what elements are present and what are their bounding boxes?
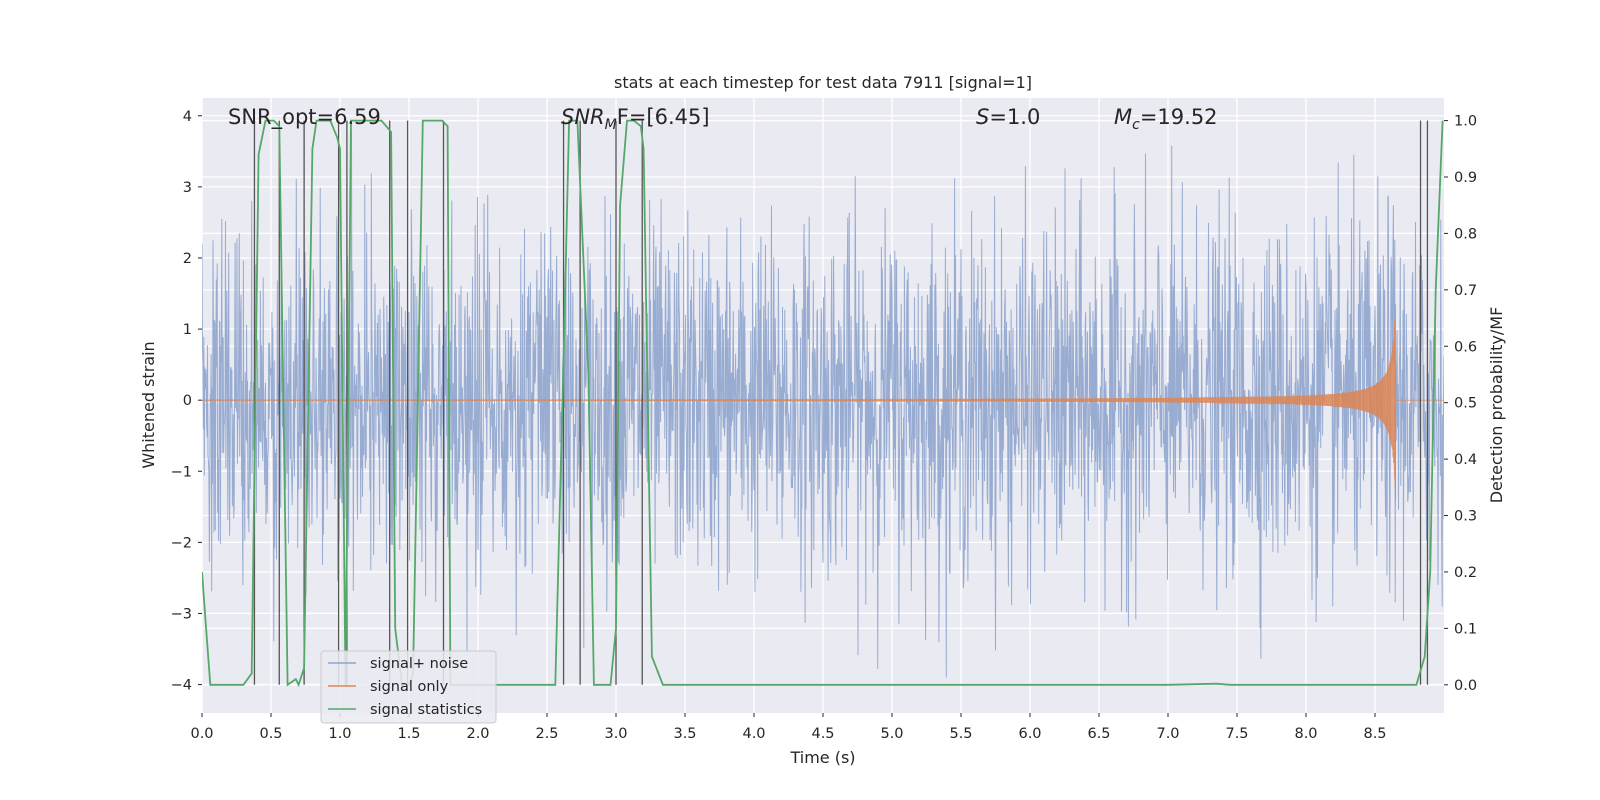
series-signal-only [202, 304, 1444, 501]
x-tick-label: 5.0 [880, 726, 903, 742]
y-tick-label: 2 [183, 251, 192, 267]
annotation-snr-mf-rest: F=[6.45] [617, 105, 710, 129]
y-axis-label: Whitened strain [139, 341, 158, 468]
y2-tick-label: 0.6 [1454, 339, 1477, 355]
line-signal-noise [202, 129, 1444, 678]
y-tick-label: 1 [183, 322, 192, 338]
x-axis-label: Time (s) [789, 748, 855, 767]
y2-tick-label: 0.8 [1454, 226, 1477, 242]
x-axis-ticks: 0.0 0.5 1.0 1.5 2.0 2.5 3.0 3.5 4.0 4.5 5.0 5.5 6.0 6… [190, 713, 1387, 742]
y2-axis-label: Detection probability/MF [1487, 307, 1506, 504]
annotation-snr-mf: SNRMF=[6.45] [561, 105, 710, 133]
y2-tick-label: 1.0 [1454, 114, 1477, 130]
x-tick-label: 8.5 [1363, 726, 1386, 742]
y-tick-label: 3 [183, 180, 192, 196]
line-signal-only [202, 304, 1444, 501]
x-tick-label: 6.0 [1018, 726, 1041, 742]
legend-label-signal-statistics: signal statistics [370, 702, 482, 718]
y-tick-label: 0 [183, 393, 192, 409]
y2-tick-label: 0.3 [1454, 509, 1477, 525]
y2-tick-label: 0.0 [1454, 678, 1477, 694]
annotation-snr-mf-sub: M [605, 117, 617, 133]
x-tick-label: 0.5 [259, 726, 282, 742]
annotation-mc-symbol: M [1114, 105, 1132, 129]
y2-axis-ticks: 0.0 0.1 0.2 0.3 0.4 0.5 0.6 0.7 0.8 0.9 1.0 [1444, 114, 1477, 694]
y2-tick-label: 0.2 [1454, 565, 1477, 581]
x-tick-label: 4.0 [742, 726, 765, 742]
legend-box [320, 650, 497, 724]
y2-tick-label: 0.5 [1454, 396, 1477, 412]
x-tick-label: 3.0 [604, 726, 627, 742]
y-tick-label: 4 [183, 109, 192, 125]
x-tick-label: 2.0 [466, 726, 489, 742]
y2-tick-label: 0.9 [1454, 170, 1477, 186]
annotation-s: S=1.0 [976, 105, 1040, 129]
x-tick-label: 8.0 [1294, 726, 1317, 742]
x-tick-label: 1.0 [328, 726, 351, 742]
x-tick-label: 7.0 [1156, 726, 1179, 742]
y-tick-label: −2 [171, 535, 192, 551]
annotation-snr-mf-symbol: SNR [561, 105, 605, 129]
annotation-s-rest: =1.0 [989, 105, 1040, 129]
annotation-snr-opt: SNR_opt=6.59 [228, 105, 381, 130]
annotation-s-symbol: S [976, 105, 989, 129]
x-tick-label: 1.5 [397, 726, 420, 742]
y-tick-label: −3 [171, 606, 192, 622]
legend: signal+ noise signal only signal statist… [320, 650, 497, 724]
series-signal-noise [202, 129, 1444, 678]
x-tick-label: 6.5 [1087, 726, 1110, 742]
y-tick-label: −4 [171, 678, 192, 694]
y-axis-ticks: −4 −3 −2 −1 0 1 2 3 4 [171, 109, 202, 694]
x-tick-label: 3.5 [673, 726, 696, 742]
y2-tick-label: 0.1 [1454, 621, 1477, 637]
annotation-mc-sub: c [1132, 117, 1140, 133]
annotation-mc-rest: =19.52 [1140, 105, 1218, 129]
x-tick-label: 0.0 [190, 726, 213, 742]
y2-tick-label: 0.7 [1454, 283, 1477, 299]
y-tick-label: −1 [171, 464, 192, 480]
vertical-markers [253, 120, 1429, 685]
x-tick-label: 5.5 [949, 726, 972, 742]
x-tick-label: 7.5 [1225, 726, 1248, 742]
x-tick-label: 2.5 [535, 726, 558, 742]
y2-tick-label: 0.4 [1454, 452, 1477, 468]
x-tick-label: 4.5 [811, 726, 834, 742]
annotation-mc: Mc=19.52 [1114, 105, 1218, 133]
chart-title: stats at each timestep for test data 791… [614, 73, 1032, 92]
legend-label-signal-only: signal only [370, 679, 449, 695]
legend-label-signal-noise: signal+ noise [370, 656, 468, 672]
